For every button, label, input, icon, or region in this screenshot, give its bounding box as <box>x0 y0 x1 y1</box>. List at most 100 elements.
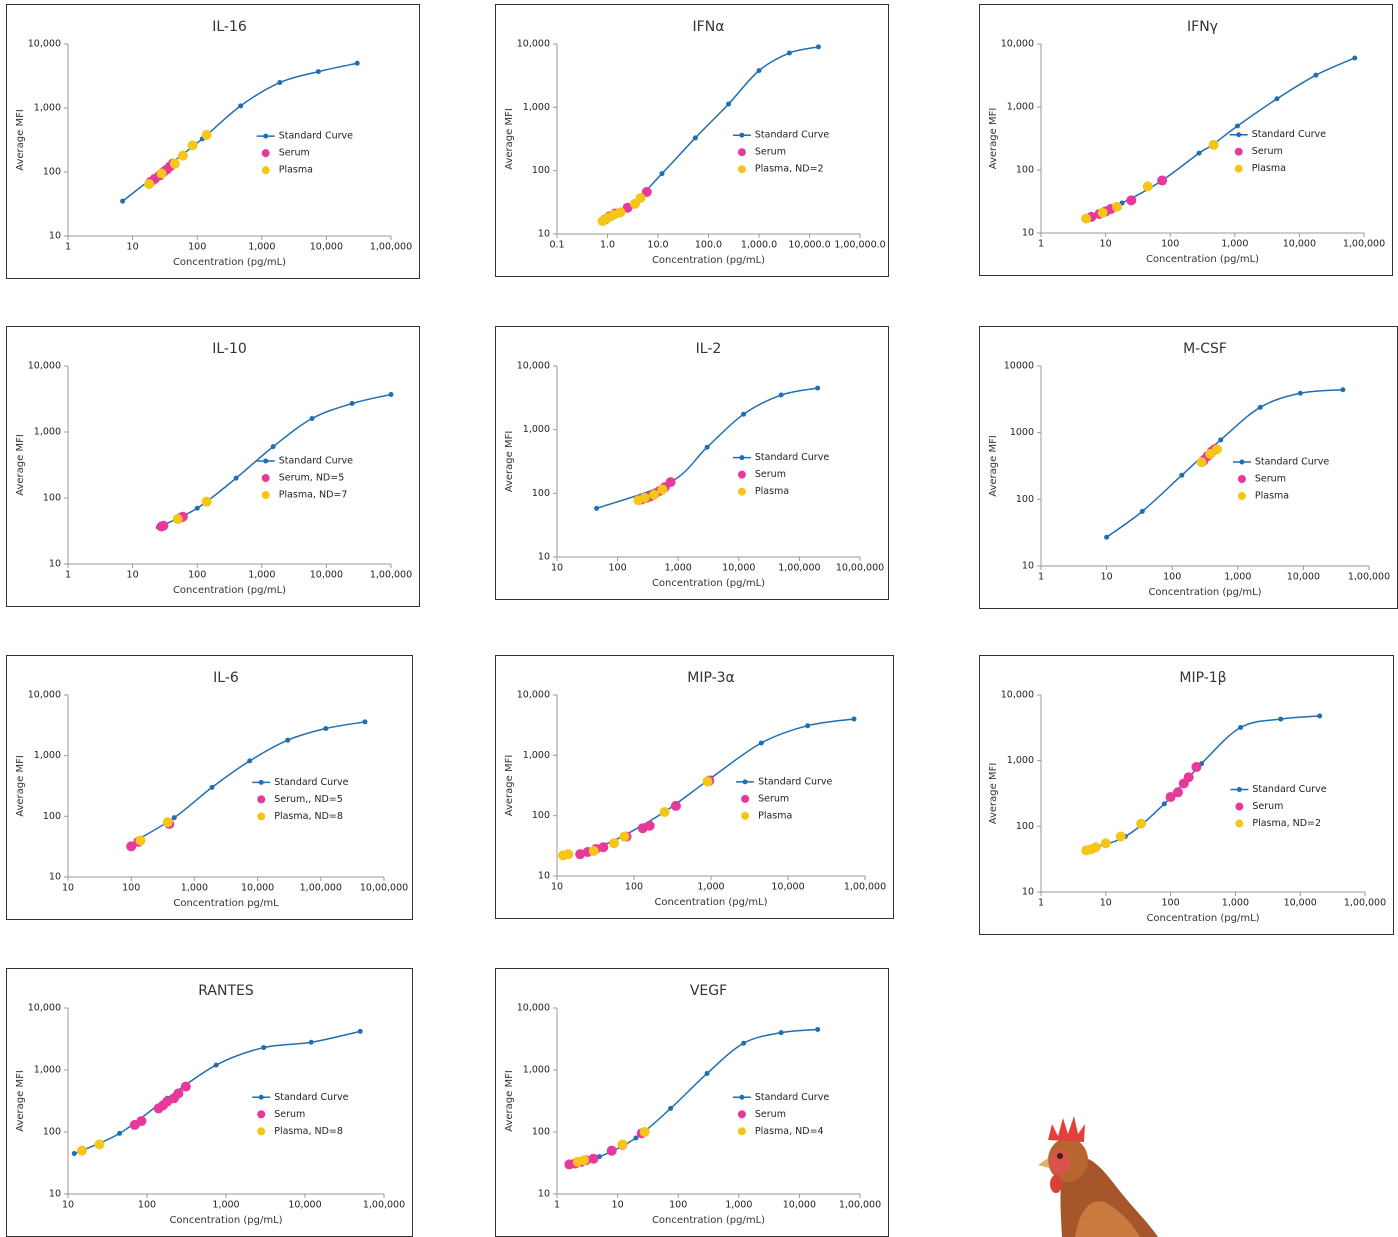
x-axis-label: Concentration (pg/mL) <box>652 1215 765 1226</box>
standard-point <box>355 61 360 66</box>
legend-label: Serum <box>274 1109 305 1120</box>
legend-label: Plasma <box>1252 163 1286 174</box>
legend-label: Plasma, ND=8 <box>274 1126 343 1137</box>
x-tick-label: 10 <box>1101 572 1113 583</box>
x-tick-label: 1,000 <box>248 242 275 253</box>
sample-point <box>181 1082 191 1092</box>
x-tick-label: 10 <box>551 563 563 574</box>
x-tick-label: 1,000 <box>181 883 208 894</box>
standard-point <box>815 386 820 391</box>
x-axis-label: Concentration pg/mL <box>173 898 279 909</box>
standard-point <box>1140 509 1145 514</box>
legend-marker <box>1237 787 1242 792</box>
x-axis-label: Concentration (pg/mL) <box>1146 254 1259 265</box>
y-tick-label: 1,000 <box>34 750 61 761</box>
standard-point <box>261 1045 266 1050</box>
chart-title: IL-6 <box>213 670 239 686</box>
x-tick-label: 100 <box>122 883 140 894</box>
x-tick-label: 10,000 <box>310 242 343 253</box>
y-tick-label: 10 <box>49 872 61 883</box>
standard-point <box>285 738 290 743</box>
sample-point <box>94 1139 104 1149</box>
x-tick-label: 10.0 <box>647 240 668 251</box>
y-tick-label: 1,000 <box>523 424 550 435</box>
legend-marker <box>262 166 270 174</box>
legend-marker <box>739 133 744 138</box>
legend-marker <box>262 474 270 482</box>
standard-point <box>852 717 857 722</box>
legend-marker <box>738 1110 746 1118</box>
standard-point <box>1298 391 1303 396</box>
legend-marker <box>738 148 746 156</box>
sample-point <box>1136 819 1146 829</box>
x-tick-label: 10,000 <box>288 1200 321 1211</box>
standard-point <box>172 815 177 820</box>
standard-point <box>1258 405 1263 410</box>
y-tick-label: 100 <box>43 493 61 504</box>
x-tick-label: 100 <box>1161 239 1179 250</box>
legend-marker <box>738 165 746 173</box>
legend-marker <box>739 1095 744 1100</box>
chart-panel: IFNα0.11.010.0100.01,000.010,000.01,00,0… <box>496 5 889 277</box>
y-tick-label: 100 <box>532 810 550 821</box>
standard-point <box>1197 151 1202 156</box>
x-tick-label: 10 <box>127 570 139 581</box>
x-tick-label: 10,000 <box>1287 572 1320 583</box>
legend-label: Serum, ND=5 <box>279 473 345 484</box>
standard-point <box>195 506 200 511</box>
chart-panel: M-CSF1101001,00010,0001,00,0001010010001… <box>980 327 1398 609</box>
legend-marker <box>1235 165 1243 173</box>
chart-panel: IL-2101001,00010,0001,00,00010,00,000101… <box>496 327 889 600</box>
sample-point <box>666 477 676 487</box>
x-tick-label: 1,00,000 <box>1348 572 1390 583</box>
y-axis-label: Average MFI <box>504 108 515 170</box>
standard-point <box>310 416 315 421</box>
y-tick-label: 10000 <box>1004 361 1034 372</box>
standard-point <box>757 68 762 73</box>
standard-point <box>316 69 321 74</box>
y-tick-label: 1,000 <box>34 1065 61 1076</box>
x-tick-label: 10,000 <box>1283 239 1316 250</box>
x-tick-label: 1,000 <box>1221 239 1248 250</box>
legend-marker <box>1239 460 1244 465</box>
sample-point <box>615 207 625 217</box>
x-tick-label: 100 <box>138 1200 156 1211</box>
chart-title: IL-2 <box>696 341 722 357</box>
sample-point <box>178 151 188 161</box>
x-tick-label: 10 <box>1100 239 1112 250</box>
legend-marker <box>739 455 744 460</box>
standard-point <box>693 135 698 140</box>
x-axis-label: Concentration (pg/mL) <box>654 897 767 908</box>
chart-title: IL-10 <box>212 341 247 357</box>
sample-point <box>135 835 145 845</box>
standard-point <box>726 101 731 106</box>
standard-point <box>705 1071 710 1076</box>
y-tick-label: 10 <box>49 559 61 570</box>
y-axis-label: Average MFI <box>504 431 515 493</box>
x-tick-label: 10,000 <box>310 570 343 581</box>
standard-point <box>805 723 810 728</box>
x-tick-label: 10,000 <box>771 882 804 893</box>
y-tick-label: 10,000 <box>1001 690 1034 701</box>
legend-marker <box>741 795 749 803</box>
x-tick-label: 1 <box>65 570 71 581</box>
panel-border <box>496 969 889 1237</box>
x-tick-label: 100 <box>188 242 206 253</box>
standard-point <box>362 719 367 724</box>
x-tick-label: 100 <box>188 570 206 581</box>
legend-label: Plasma, ND=2 <box>755 164 824 175</box>
sample-point <box>619 832 629 842</box>
standard-point <box>389 392 394 397</box>
x-tick-label: 1,000 <box>1222 898 1249 909</box>
x-tick-label: 1 <box>1038 239 1044 250</box>
x-tick-label: 10 <box>62 1200 74 1211</box>
y-tick-label: 10 <box>538 1189 550 1200</box>
y-tick-label: 10,000 <box>28 690 61 701</box>
legend-marker <box>738 471 746 479</box>
sample-point <box>579 1155 589 1165</box>
standard-point <box>633 1136 638 1141</box>
panel-border <box>496 327 889 600</box>
sample-point <box>1098 208 1108 218</box>
x-tick-label: 100 <box>1162 898 1180 909</box>
